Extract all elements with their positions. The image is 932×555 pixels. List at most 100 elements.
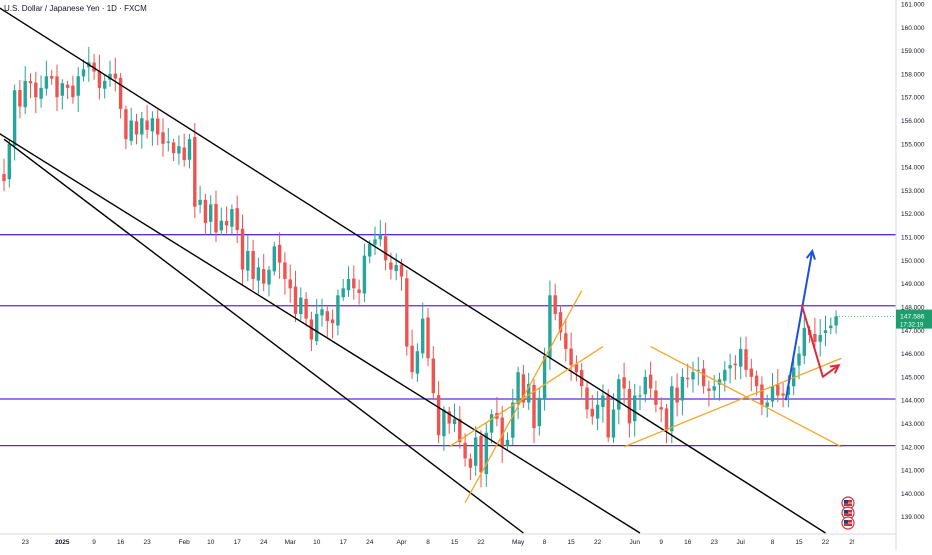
candle-body bbox=[537, 397, 541, 427]
x-tick-label: 15 bbox=[451, 539, 459, 546]
x-tick-label: Apr bbox=[396, 539, 407, 546]
candle-body bbox=[739, 348, 743, 367]
y-tick-label: 160.000 bbox=[901, 25, 925, 32]
candle-body bbox=[654, 390, 658, 405]
candle-body bbox=[357, 289, 361, 293]
candle-body bbox=[622, 377, 626, 389]
candle-body bbox=[760, 384, 764, 405]
channel-line bbox=[3, 138, 524, 534]
y-tick-label: 153.000 bbox=[901, 188, 925, 195]
candle-body bbox=[92, 62, 96, 72]
y-tick-label: 146.000 bbox=[901, 351, 925, 358]
candle-body bbox=[458, 418, 462, 443]
candle-body bbox=[118, 77, 123, 109]
candle-body bbox=[627, 388, 632, 424]
x-tick-label: 22 bbox=[594, 539, 602, 546]
candle-body bbox=[648, 374, 653, 389]
candle-body bbox=[224, 220, 229, 226]
candle-body bbox=[701, 368, 706, 387]
candle-body bbox=[330, 319, 335, 324]
candles bbox=[2, 47, 838, 488]
us-flag-icon[interactable] bbox=[841, 516, 855, 530]
candle-body bbox=[511, 402, 515, 438]
candle-body bbox=[410, 345, 414, 373]
x-tick-label: 24 bbox=[260, 539, 268, 546]
candle-body bbox=[749, 368, 753, 377]
candle-body bbox=[383, 236, 388, 261]
candle-body bbox=[60, 83, 64, 96]
candle-body bbox=[81, 69, 86, 77]
candle-body bbox=[251, 250, 255, 279]
candle-body bbox=[320, 309, 324, 316]
candle-body bbox=[288, 279, 292, 289]
candle-body bbox=[813, 333, 817, 342]
y-tick-label: 161.000 bbox=[901, 2, 925, 9]
candle-body bbox=[187, 139, 192, 160]
candle-body bbox=[452, 418, 457, 425]
candle-body bbox=[553, 295, 557, 314]
candle-body bbox=[564, 333, 568, 349]
candle-body bbox=[675, 387, 679, 403]
candle-body bbox=[368, 244, 372, 257]
candle-body bbox=[558, 312, 563, 333]
candle-body bbox=[728, 365, 732, 369]
candle-body bbox=[378, 234, 382, 240]
candle-body bbox=[744, 349, 748, 370]
candle-body bbox=[590, 408, 594, 417]
channel-line bbox=[0, 7, 826, 534]
candle-body bbox=[611, 409, 616, 438]
x-tick-label: Jun bbox=[629, 539, 640, 546]
y-tick-label: 154.000 bbox=[901, 165, 925, 172]
candle-body bbox=[129, 120, 133, 141]
candle-body bbox=[527, 383, 531, 403]
candle-body bbox=[198, 199, 202, 205]
candle-body bbox=[617, 379, 621, 410]
candle-body bbox=[156, 118, 160, 135]
x-tick-label: 2! bbox=[849, 539, 855, 546]
y-tick-label: 156.000 bbox=[901, 118, 925, 125]
y-tick-label: 157.000 bbox=[901, 95, 925, 102]
candle-body bbox=[505, 439, 510, 446]
candle-body bbox=[802, 327, 806, 356]
candle-body bbox=[765, 402, 769, 407]
candle-body bbox=[177, 146, 181, 154]
candle-body bbox=[124, 109, 128, 140]
candle-body bbox=[65, 84, 70, 88]
candle-body bbox=[633, 395, 637, 422]
x-tick-label: 16 bbox=[117, 539, 125, 546]
y-tick-label: 142.000 bbox=[901, 444, 925, 451]
y-tick-label: 147.000 bbox=[901, 328, 925, 335]
candle-body bbox=[442, 409, 446, 437]
orange-triangle-line bbox=[623, 357, 842, 448]
candle-body bbox=[108, 73, 112, 80]
x-tick-label: 8 bbox=[771, 539, 775, 546]
candle-body bbox=[638, 395, 642, 397]
candle-body bbox=[76, 76, 80, 96]
y-tick-label: 143.000 bbox=[901, 421, 925, 428]
candle-body bbox=[214, 203, 218, 233]
candle-body bbox=[569, 348, 573, 366]
horizontal-levels bbox=[0, 234, 896, 447]
candle-body bbox=[643, 376, 647, 395]
x-tick-label: 2025 bbox=[55, 539, 70, 546]
blue-projection-arrow-head bbox=[805, 248, 816, 260]
candle-body bbox=[468, 458, 473, 468]
x-tick-label: 23 bbox=[143, 539, 151, 546]
candle-body bbox=[182, 147, 186, 161]
price-badge: 147.586 17:32:19 bbox=[836, 309, 932, 329]
candle-body bbox=[389, 262, 393, 270]
candle-body bbox=[818, 334, 822, 342]
candle-body bbox=[723, 369, 727, 381]
orange-channel-line bbox=[464, 290, 583, 504]
x-tick-label: Mar bbox=[285, 539, 297, 546]
candle-body bbox=[489, 414, 494, 433]
candle-body bbox=[267, 269, 271, 285]
us-flag-icon[interactable] bbox=[841, 496, 855, 510]
candle-body bbox=[431, 358, 435, 394]
y-tick-label: 150.000 bbox=[901, 258, 925, 265]
candle-body bbox=[484, 432, 488, 475]
candle-body bbox=[97, 70, 102, 88]
projection-arrows bbox=[784, 248, 841, 401]
x-tick-label: 22 bbox=[822, 539, 830, 546]
